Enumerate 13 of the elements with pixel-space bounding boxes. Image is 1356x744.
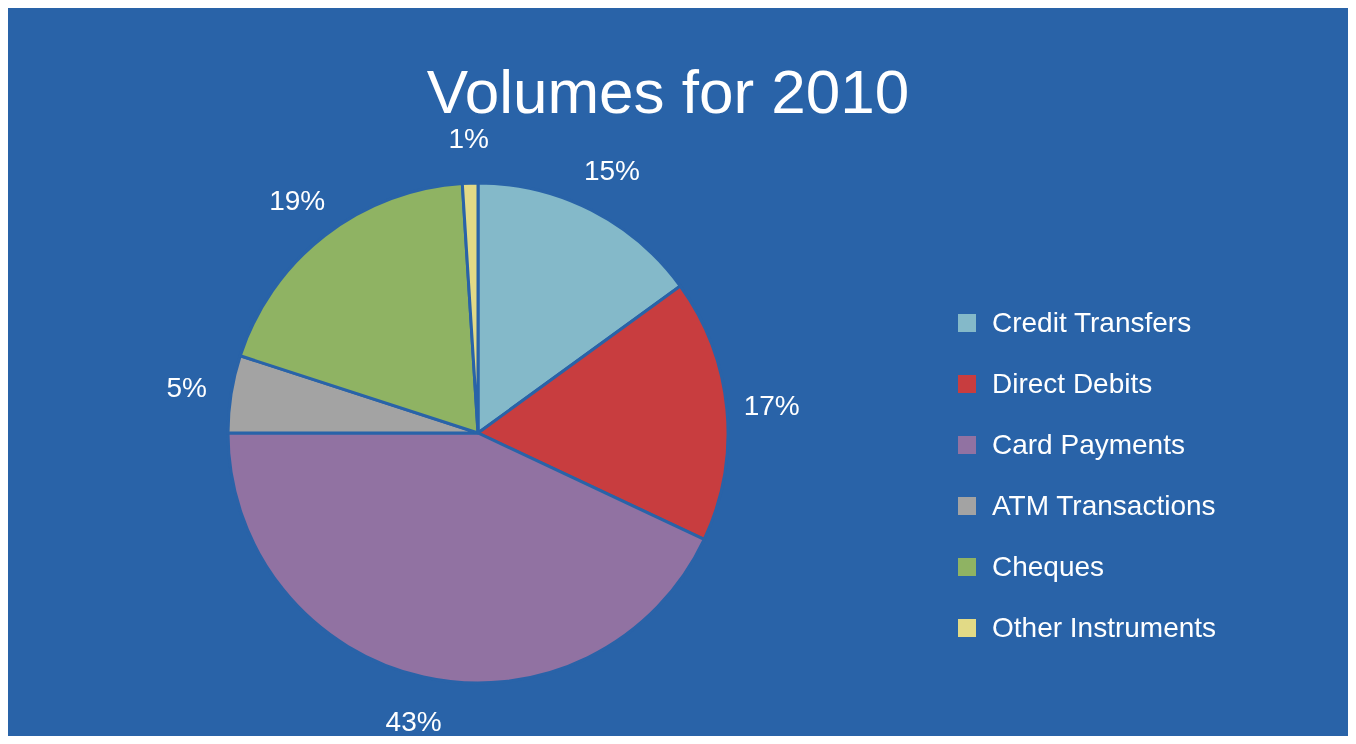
legend-label: ATM Transactions: [992, 490, 1216, 521]
data-label: 17%: [743, 390, 800, 422]
data-label: 5%: [166, 371, 207, 403]
legend-label: Cheques: [992, 551, 1105, 582]
data-label: 1%: [448, 123, 489, 155]
legend-label: Direct Debits: [992, 368, 1153, 399]
legend-label: Card Payments: [992, 429, 1185, 460]
data-label: 19%: [269, 184, 326, 216]
legend-label: Credit Transfers: [992, 307, 1192, 338]
data-label: 15%: [583, 155, 640, 187]
legend-label: Other Instruments: [992, 612, 1217, 643]
data-label: 43%: [385, 705, 442, 737]
chart-title: Volumes for 2010: [426, 57, 910, 126]
